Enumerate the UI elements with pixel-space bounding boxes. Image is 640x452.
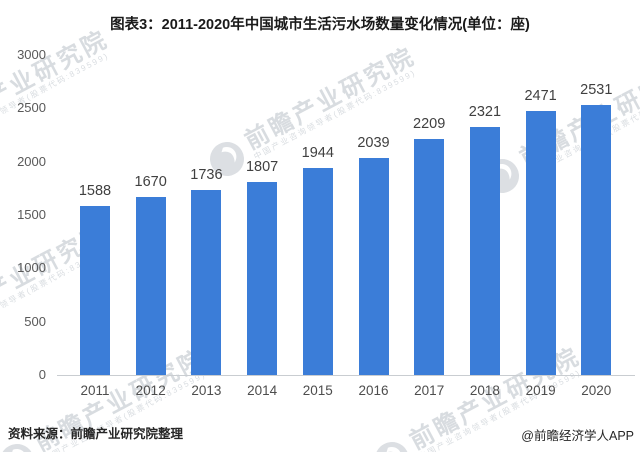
x-tick-label: 2016 — [358, 383, 389, 398]
value-label: 2531 — [580, 82, 613, 98]
bar-2013 — [191, 190, 222, 375]
y-tick-label: 2500 — [17, 100, 46, 116]
bar-2017 — [414, 139, 445, 375]
x-tick-label: 2012 — [135, 383, 166, 398]
x-tick-label: 2011 — [80, 383, 110, 398]
bar-2020 — [581, 105, 612, 375]
x-tick-label: 2013 — [191, 383, 222, 398]
y-tick-label: 3000 — [17, 47, 46, 62]
value-label: 1807 — [245, 159, 279, 175]
chart-title: 图表3：2011-2020年中国城市生活污水场数量变化情况(单位：座) — [110, 17, 530, 33]
value-label: 2209 — [413, 116, 446, 132]
x-tick-label: 2018 — [469, 383, 500, 398]
value-label: 1944 — [301, 145, 334, 161]
y-tick-label: 0 — [38, 367, 46, 382]
bar-2016 — [358, 158, 389, 375]
y-tick-label: 1000 — [17, 260, 46, 276]
bar-2014 — [247, 182, 278, 375]
x-tick-label: 2014 — [247, 383, 278, 398]
x-tick-label: 2020 — [581, 383, 612, 398]
y-tick-label: 500 — [24, 313, 46, 329]
x-tick-label: 2015 — [302, 383, 333, 398]
y-tick-label: 1500 — [17, 207, 46, 222]
bar-2012 — [135, 197, 166, 375]
value-label: 2039 — [357, 135, 390, 151]
x-tick-label: 2017 — [414, 383, 445, 398]
bar-2011 — [80, 206, 110, 375]
value-label: 2471 — [524, 88, 557, 104]
y-tick-label: 2000 — [17, 153, 46, 169]
x-tick-label: 2019 — [525, 383, 556, 398]
value-label: 1588 — [78, 183, 112, 199]
bar-2015 — [302, 168, 333, 375]
value-label: 1736 — [190, 167, 223, 183]
credit-note: @前瞻经济学人APP — [521, 429, 634, 443]
bar-2018 — [469, 127, 500, 375]
value-label: 2321 — [468, 104, 502, 120]
bar-2019 — [525, 111, 556, 375]
value-label: 1670 — [134, 174, 167, 190]
x-axis-line — [57, 375, 635, 376]
source-note: 资料来源：前瞻产业研究院整理 — [8, 427, 184, 441]
